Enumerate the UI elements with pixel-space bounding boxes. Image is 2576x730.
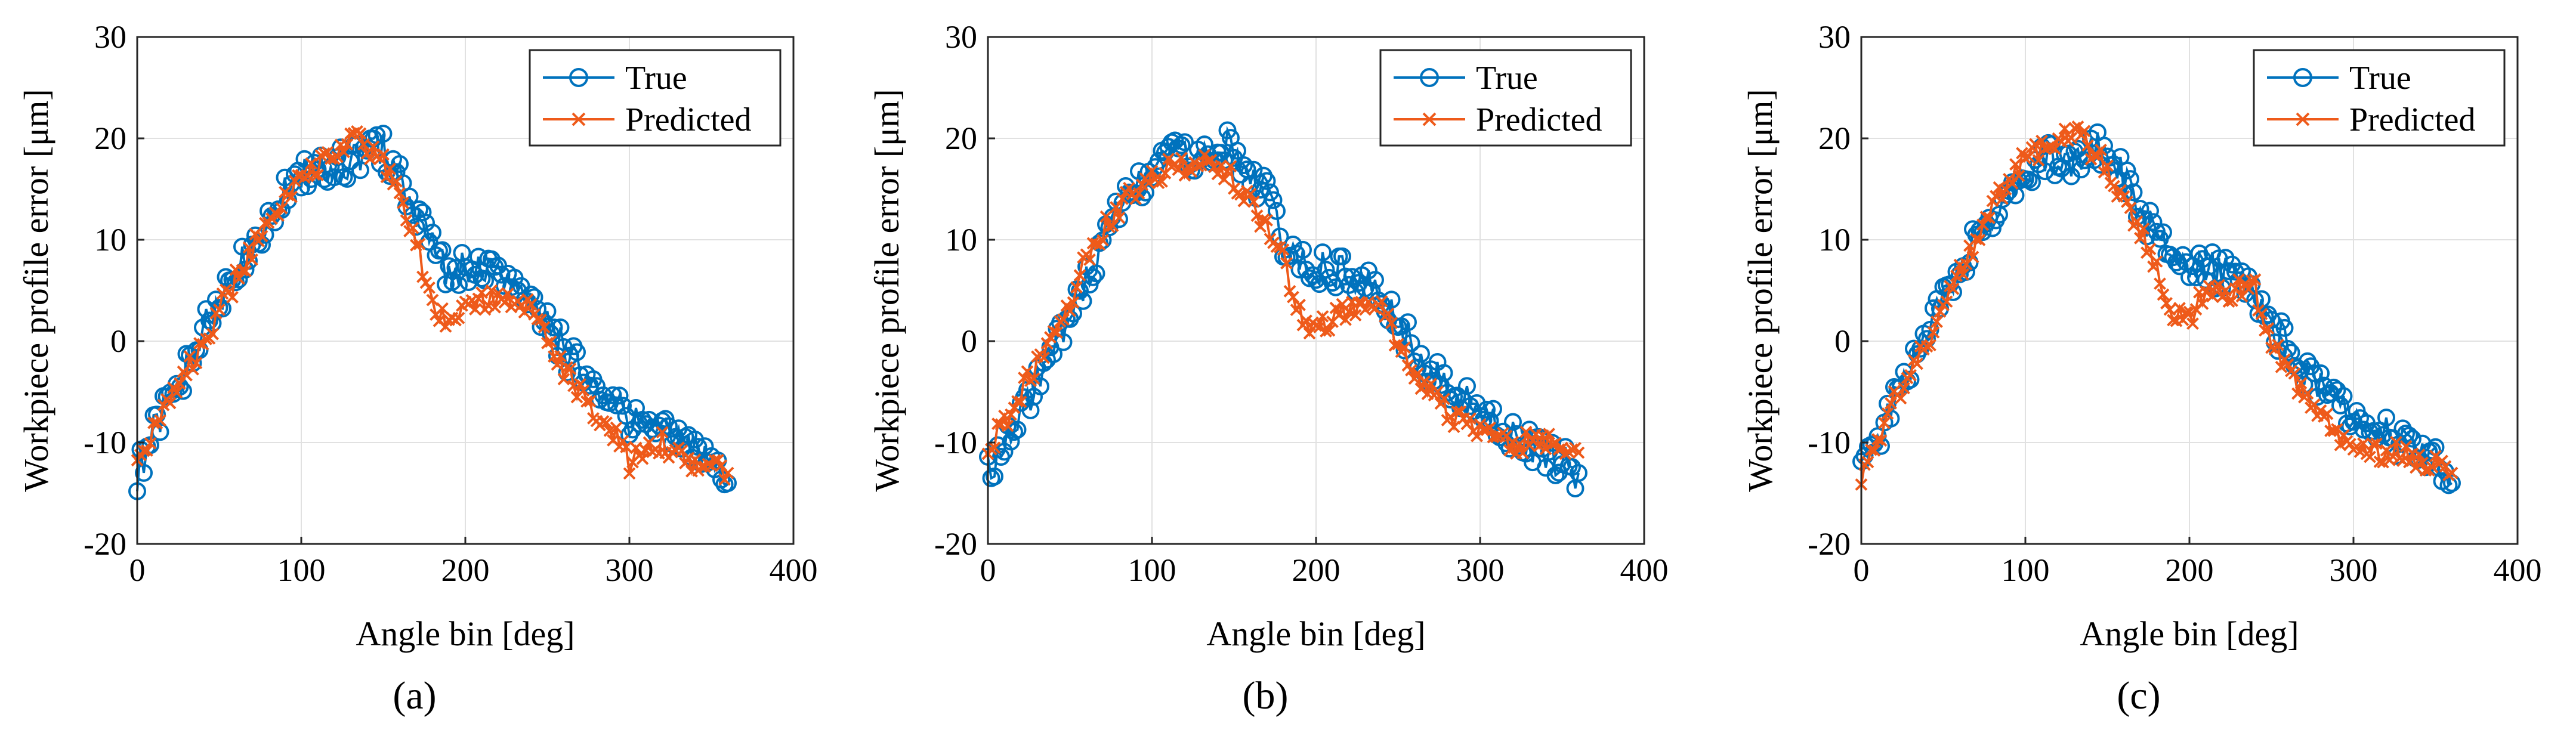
x-tick-label: 400	[770, 552, 818, 588]
legend-label: True	[1476, 60, 1538, 97]
x-axis-label: Angle bin [deg]	[1206, 614, 1425, 653]
panel-caption: (a)	[393, 674, 436, 717]
y-tick-label: 0	[1834, 323, 1851, 359]
legend: True Predicted	[2254, 50, 2504, 146]
y-axis-label: Workpiece profile error [μm]	[867, 89, 906, 491]
x-tick-label: 400	[1620, 552, 1669, 588]
y-tick-label: -10	[934, 425, 977, 460]
y-tick-label: 10	[945, 222, 977, 258]
y-tick-label: 30	[945, 19, 977, 55]
legend-label: Predicted	[2349, 101, 2475, 138]
y-tick-label: 30	[1818, 19, 1851, 55]
x-tick-label: 0	[1854, 552, 1870, 588]
x-tick-label: 300	[606, 552, 654, 588]
y-axis-label: Workpiece profile error [μm]	[17, 89, 55, 491]
x-tick-label: 200	[441, 552, 490, 588]
y-tick-label: -20	[1808, 526, 1851, 562]
legend-label: True	[625, 60, 687, 97]
legend-label: Predicted	[625, 101, 751, 138]
y-tick-label: 10	[94, 222, 126, 258]
x-tick-label: 100	[277, 552, 326, 588]
y-axis-label: Workpiece profile error [μm]	[1741, 89, 1780, 491]
legend: True Predicted	[530, 50, 780, 146]
x-axis-label: Angle bin [deg]	[2080, 614, 2299, 653]
legend-label: True	[2349, 60, 2411, 97]
y-tick-label: -10	[84, 425, 126, 460]
figure-canvas: (a) 0 100 200 300 400-20-100102030Angle bin …	[0, 0, 2576, 730]
y-tick-label: 20	[945, 120, 977, 156]
x-tick-label: 400	[2494, 552, 2542, 588]
y-tick-label: -10	[1808, 425, 1851, 460]
x-tick-label: 300	[1456, 552, 1505, 588]
legend-label: Predicted	[1476, 101, 1602, 138]
x-tick-label: 100	[1128, 552, 1176, 588]
y-tick-label: 20	[94, 120, 126, 156]
x-tick-label: 0	[980, 552, 996, 588]
y-tick-label: 10	[1818, 222, 1851, 258]
y-tick-label: -20	[84, 526, 126, 562]
y-tick-label: 30	[94, 19, 126, 55]
legend: True Predicted	[1380, 50, 1631, 146]
x-tick-label: 300	[2330, 552, 2378, 588]
x-tick-label: 100	[2002, 552, 2050, 588]
panel-caption: (b)	[1243, 674, 1289, 717]
x-axis-label: Angle bin [deg]	[356, 614, 574, 653]
y-tick-label: -20	[934, 526, 977, 562]
panel-caption: (c)	[2117, 674, 2160, 717]
y-tick-label: 0	[961, 323, 977, 359]
y-tick-label: 0	[110, 323, 126, 359]
x-tick-label: 200	[1292, 552, 1340, 588]
y-tick-label: 20	[1818, 120, 1851, 156]
x-tick-label: 0	[129, 552, 146, 588]
x-tick-label: 200	[2166, 552, 2214, 588]
